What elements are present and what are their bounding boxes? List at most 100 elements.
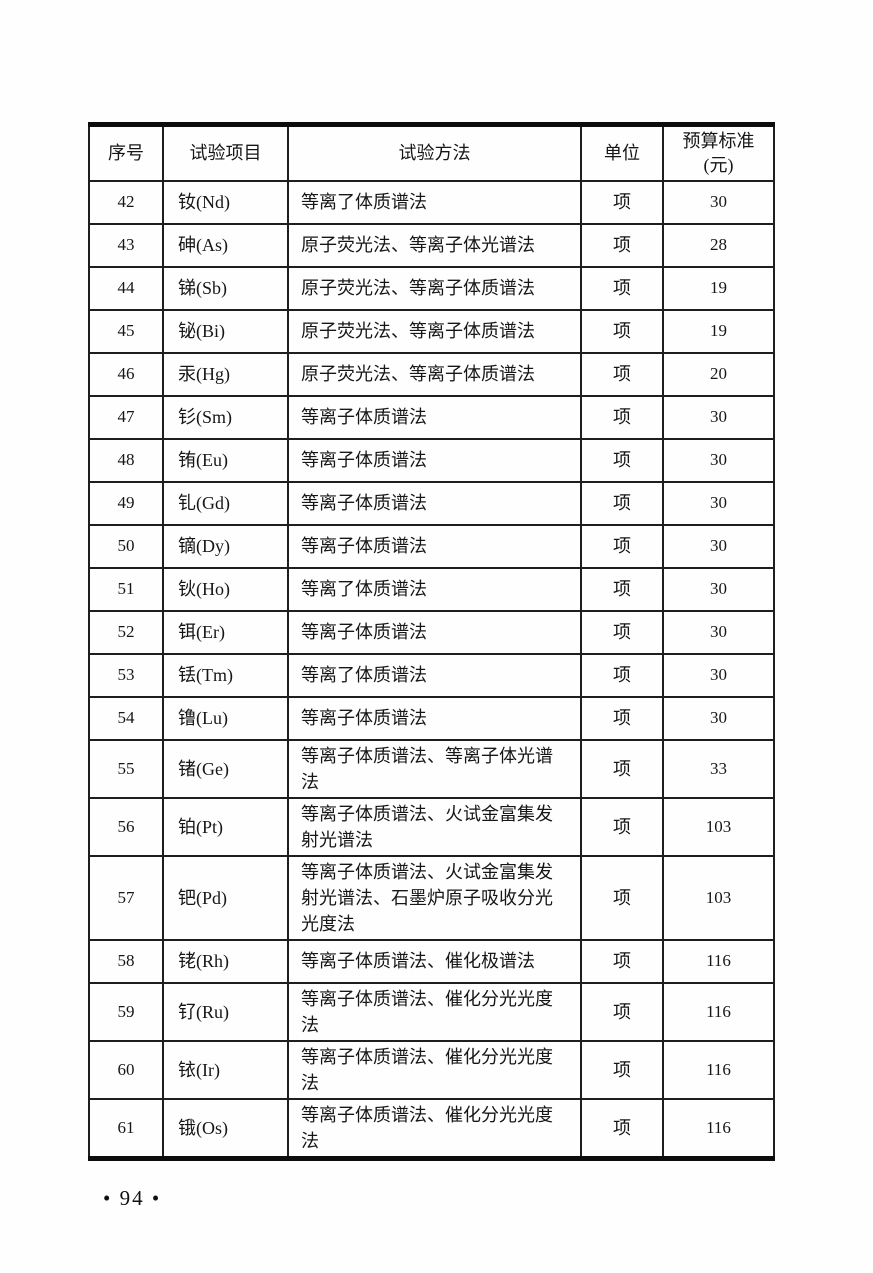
table-row: 54 镥(Lu) 等离子体质谱法 项 30 [88, 695, 775, 741]
cell-test-method: 原子荧光法、等离子体质谱法 [287, 265, 582, 311]
cell-test-item: 铒(Er) [162, 609, 289, 655]
cell-serial-number: 43 [88, 222, 164, 268]
cell-serial-number: 54 [88, 695, 164, 741]
cell-test-method: 等离子体质谱法、催化分光光度 法 [287, 1097, 582, 1159]
table-body: 42 钕(Nd) 等离了体质谱法 项 30 43 砷(As) 原子荧光法、等离子… [88, 179, 775, 1159]
cell-budget-standard: 33 [662, 738, 775, 799]
table-row: 47 钐(Sm) 等离子体质谱法 项 30 [88, 394, 775, 440]
cell-test-method: 等离子体质谱法 [287, 480, 582, 526]
cell-budget-standard: 30 [662, 652, 775, 698]
cell-unit: 项 [580, 480, 664, 526]
cell-test-item: 铂(Pt) [162, 796, 289, 857]
cell-serial-number: 59 [88, 981, 164, 1042]
cell-budget-standard: 116 [662, 981, 775, 1042]
table-row: 42 钕(Nd) 等离了体质谱法 项 30 [88, 179, 775, 225]
cell-unit: 项 [580, 854, 664, 941]
cell-serial-number: 42 [88, 179, 164, 225]
table-header: 序号 试验项目 试验方法 单位 预算标准 (元) [88, 123, 775, 182]
test-fee-table: 序号 试验项目 试验方法 单位 预算标准 (元) 42 钕(Nd) 等离了体质谱… [88, 122, 775, 1161]
cell-test-item: 铕(Eu) [162, 437, 289, 483]
table-row: 49 钆(Gd) 等离子体质谱法 项 30 [88, 480, 775, 526]
cell-serial-number: 48 [88, 437, 164, 483]
cell-test-item: 锇(Os) [162, 1097, 289, 1159]
cell-unit: 项 [580, 265, 664, 311]
col-header-test-item: 试验项目 [162, 123, 289, 182]
cell-test-method: 等离子体质谱法、等离子体光谱 法 [287, 738, 582, 799]
cell-serial-number: 44 [88, 265, 164, 311]
cell-test-method: 等离了体质谱法 [287, 179, 582, 225]
cell-serial-number: 55 [88, 738, 164, 799]
cell-unit: 项 [580, 796, 664, 857]
cell-budget-standard: 116 [662, 938, 775, 984]
cell-serial-number: 61 [88, 1097, 164, 1159]
table-row: 43 砷(As) 原子荧光法、等离子体光谱法 项 28 [88, 222, 775, 268]
cell-test-item: 钕(Nd) [162, 179, 289, 225]
cell-serial-number: 45 [88, 308, 164, 354]
cell-test-method: 等离子体质谱法、催化极谱法 [287, 938, 582, 984]
cell-unit: 项 [580, 566, 664, 612]
cell-test-method: 等离子体质谱法、火试金富集发 射光谱法、石墨炉原子吸收分光 光度法 [287, 854, 582, 941]
cell-serial-number: 50 [88, 523, 164, 569]
table-row: 50 镝(Dy) 等离子体质谱法 项 30 [88, 523, 775, 569]
col-header-unit: 单位 [580, 123, 664, 182]
cell-budget-standard: 30 [662, 695, 775, 741]
header-row: 序号 试验项目 试验方法 单位 预算标准 (元) [88, 123, 775, 182]
table-row: 48 铕(Eu) 等离子体质谱法 项 30 [88, 437, 775, 483]
table-row: 58 铑(Rh) 等离子体质谱法、催化极谱法 项 116 [88, 938, 775, 984]
cell-unit: 项 [580, 652, 664, 698]
col-header-budget-standard: 预算标准 (元) [662, 123, 775, 182]
table-row: 60 铱(Ir) 等离子体质谱法、催化分光光度 法 项 116 [88, 1039, 775, 1100]
cell-unit: 项 [580, 351, 664, 397]
cell-budget-standard: 103 [662, 796, 775, 857]
cell-test-method: 等离子体质谱法、催化分光光度 法 [287, 981, 582, 1042]
cell-budget-standard: 30 [662, 566, 775, 612]
cell-unit: 项 [580, 308, 664, 354]
cell-unit: 项 [580, 1097, 664, 1159]
table-row: 52 铒(Er) 等离子体质谱法 项 30 [88, 609, 775, 655]
cell-test-method: 等离子体质谱法 [287, 609, 582, 655]
table-row: 46 汞(Hg) 原子荧光法、等离子体质谱法 项 20 [88, 351, 775, 397]
cell-budget-standard: 30 [662, 179, 775, 225]
cell-unit: 项 [580, 695, 664, 741]
cell-test-item: 钬(Ho) [162, 566, 289, 612]
cell-test-item: 镝(Dy) [162, 523, 289, 569]
cell-budget-standard: 103 [662, 854, 775, 941]
cell-serial-number: 56 [88, 796, 164, 857]
cell-serial-number: 49 [88, 480, 164, 526]
table-row: 44 锑(Sb) 原子荧光法、等离子体质谱法 项 19 [88, 265, 775, 311]
table-row: 59 钌(Ru) 等离子体质谱法、催化分光光度 法 项 116 [88, 981, 775, 1042]
cell-test-item: 钌(Ru) [162, 981, 289, 1042]
cell-test-method: 等离子体质谱法 [287, 394, 582, 440]
cell-unit: 项 [580, 394, 664, 440]
cell-test-item: 镥(Lu) [162, 695, 289, 741]
col-header-test-method: 试验方法 [287, 123, 582, 182]
col-header-serial-number: 序号 [88, 123, 164, 182]
cell-test-item: 汞(Hg) [162, 351, 289, 397]
cell-budget-standard: 116 [662, 1097, 775, 1159]
cell-budget-standard: 19 [662, 265, 775, 311]
cell-test-method: 等离子体质谱法 [287, 523, 582, 569]
cell-budget-standard: 28 [662, 222, 775, 268]
cell-budget-standard: 30 [662, 609, 775, 655]
table-row: 51 钬(Ho) 等离了体质谱法 项 30 [88, 566, 775, 612]
table-row: 45 铋(Bi) 原子荧光法、等离子体质谱法 项 19 [88, 308, 775, 354]
cell-unit: 项 [580, 981, 664, 1042]
cell-test-method: 原子荧光法、等离子体质谱法 [287, 351, 582, 397]
cell-unit: 项 [580, 523, 664, 569]
cell-budget-standard: 30 [662, 437, 775, 483]
cell-test-item: 铱(Ir) [162, 1039, 289, 1100]
cell-budget-standard: 30 [662, 523, 775, 569]
cell-serial-number: 53 [88, 652, 164, 698]
table-row: 56 铂(Pt) 等离子体质谱法、火试金富集发 射光谱法 项 103 [88, 796, 775, 857]
cell-test-method: 等离子体质谱法 [287, 437, 582, 483]
cell-budget-standard: 19 [662, 308, 775, 354]
cell-test-item: 铥(Tm) [162, 652, 289, 698]
cell-serial-number: 46 [88, 351, 164, 397]
cell-test-item: 钐(Sm) [162, 394, 289, 440]
cell-unit: 项 [580, 222, 664, 268]
cell-serial-number: 58 [88, 938, 164, 984]
cell-test-item: 钆(Gd) [162, 480, 289, 526]
cell-budget-standard: 30 [662, 394, 775, 440]
cell-test-method: 原子荧光法、等离子体质谱法 [287, 308, 582, 354]
